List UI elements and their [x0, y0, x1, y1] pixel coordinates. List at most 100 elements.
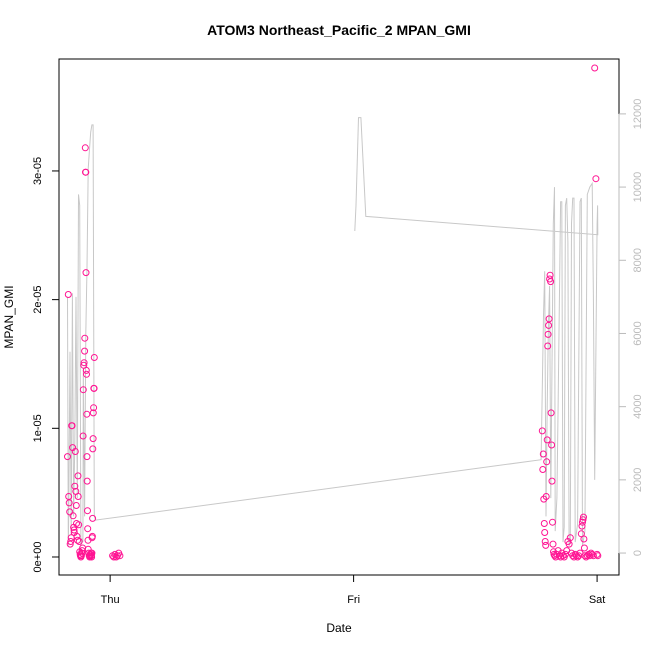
y2-tick-label: 10000 — [632, 172, 644, 203]
data-point — [66, 508, 74, 516]
data-point — [566, 534, 574, 542]
y2-tick-label: 8000 — [632, 248, 644, 272]
altitude-line — [67, 117, 599, 546]
y2-tick-label: 0 — [632, 550, 644, 556]
data-point — [578, 522, 586, 530]
data-point — [90, 354, 98, 361]
data-point — [88, 532, 96, 540]
y-tick-label: 2e-05 — [32, 286, 44, 314]
data-point — [547, 409, 555, 417]
data-point — [546, 271, 554, 279]
data-point — [65, 499, 73, 507]
data-point — [64, 453, 71, 461]
y-axis-left: 0e+00 1e-05 2e-05 3e-05 — [32, 157, 60, 573]
data-point — [594, 552, 602, 560]
data-point — [580, 544, 588, 552]
data-point — [579, 516, 587, 524]
data-point — [580, 513, 587, 521]
data-point — [74, 493, 82, 500]
data-point — [545, 321, 553, 329]
data-point — [79, 432, 87, 440]
data-point — [68, 422, 76, 430]
data-point — [90, 404, 98, 412]
data-point — [83, 477, 91, 485]
y-axis-label: MPAN_GMI — [2, 285, 16, 348]
y-tick-label: 0e+00 — [32, 542, 44, 573]
y-tick-label: 3e-05 — [32, 157, 44, 185]
chart-title: ATOM3 Northeast_Pacific_2 MPAN_GMI — [207, 22, 471, 38]
data-point — [89, 409, 97, 417]
data-point — [544, 330, 552, 338]
data-point — [89, 514, 97, 522]
data-point — [545, 315, 553, 323]
x-tick-label: Fri — [347, 594, 360, 606]
data-point — [83, 370, 90, 378]
data-point — [116, 552, 124, 560]
data-point — [84, 507, 91, 515]
x-axis-label: Date — [326, 621, 352, 635]
data-point — [544, 342, 552, 350]
data-point — [565, 540, 573, 548]
data-point — [542, 493, 550, 500]
data-point — [79, 386, 87, 394]
data-point — [81, 347, 89, 355]
y2-tick-label: 6000 — [632, 321, 644, 345]
data-point — [64, 291, 72, 298]
data-point — [90, 384, 98, 392]
data-point — [81, 144, 89, 152]
y2-tick-label: 4000 — [632, 394, 644, 418]
data-point — [549, 540, 557, 548]
data-point — [67, 538, 75, 545]
data-point — [78, 549, 86, 557]
data-point — [541, 529, 549, 536]
x-tick-label: Thu — [101, 594, 120, 606]
plot-area — [64, 64, 602, 561]
y-axis-right: 0 2000 4000 6000 8000 10000 12000 — [618, 99, 644, 556]
x-tick-label: Sat — [589, 594, 606, 606]
data-point — [89, 435, 97, 443]
data-point — [579, 518, 586, 526]
data-point — [539, 450, 547, 458]
data-point — [542, 541, 550, 549]
data-point — [539, 466, 547, 473]
data-point — [88, 549, 96, 557]
data-point — [74, 536, 81, 544]
data-point — [548, 441, 556, 449]
data-point — [543, 436, 551, 444]
data-point — [580, 535, 588, 543]
y2-tick-label: 2000 — [632, 468, 644, 492]
data-point — [66, 540, 74, 548]
data-point — [540, 520, 548, 527]
data-point — [549, 518, 556, 526]
data-point — [83, 410, 91, 418]
data-point — [82, 269, 90, 277]
data-point — [82, 366, 90, 374]
data-point — [88, 553, 96, 561]
x-axis: Thu Fri Sat — [101, 574, 606, 606]
data-point — [84, 525, 92, 533]
data-point — [70, 526, 78, 534]
data-point — [77, 552, 85, 560]
data-point — [72, 502, 80, 509]
data-point — [75, 538, 83, 545]
data-point — [80, 359, 88, 367]
data-point — [75, 521, 83, 529]
data-point — [71, 482, 79, 490]
data-point — [591, 64, 599, 72]
data-point — [74, 472, 82, 480]
data-point — [89, 445, 97, 453]
data-point — [589, 552, 597, 560]
data-point — [592, 175, 600, 183]
data-point — [541, 538, 549, 545]
data-point — [83, 453, 91, 461]
plot-frame — [58, 58, 620, 576]
data-point — [548, 477, 556, 485]
data-point — [538, 427, 546, 435]
data-point — [543, 458, 551, 466]
data-point — [69, 512, 77, 520]
data-point — [547, 278, 555, 286]
data-point — [82, 168, 90, 176]
y-tick-label: 1e-05 — [32, 414, 44, 442]
data-point — [81, 334, 89, 342]
